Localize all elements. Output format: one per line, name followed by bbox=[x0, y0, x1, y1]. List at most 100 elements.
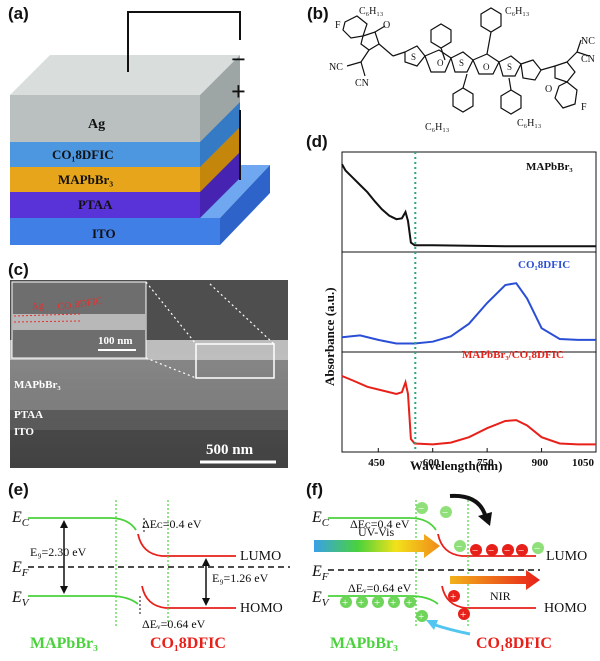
inset-label-ag: Ag bbox=[31, 300, 45, 313]
atom-f-left: F bbox=[335, 20, 341, 31]
f-mapbbr3-cb bbox=[328, 517, 437, 531]
holes-homo: + + bbox=[448, 590, 470, 621]
chart-ylabel: Absorbance (a.u.) bbox=[322, 287, 337, 386]
hole-transfer-arrow bbox=[431, 622, 471, 636]
wire-top bbox=[127, 11, 241, 72]
label-ef: EF bbox=[11, 559, 29, 579]
electrons: − − − − bbox=[416, 502, 544, 555]
chart-subplot-frame-2 bbox=[341, 351, 597, 453]
svg-text:+: + bbox=[450, 591, 456, 603]
sem-label-mapbbr3: MAPbBr₃ bbox=[14, 379, 61, 391]
panel-label-b: (b) bbox=[307, 4, 329, 23]
panel-c: (c) Ag CO₁8DFIC 100 nm MAPbBr₃ bbox=[0, 258, 300, 470]
atom-c6h13-top-left: C₆H₁₃ bbox=[359, 6, 383, 17]
svg-text:+: + bbox=[406, 597, 412, 609]
x-tick-label-0: 450 bbox=[368, 457, 385, 469]
panel-f: (f) bbox=[300, 478, 600, 656]
electron-transfer-arrow bbox=[449, 493, 488, 519]
sem-label-ptaa: PTAA bbox=[14, 409, 43, 421]
panel-e: (e) EC EF EV ΔEᴄ=0.4 eV E₉=2.30 eV E₉=1.… bbox=[0, 478, 300, 656]
series-line-0 bbox=[341, 163, 596, 248]
label-eg-mapbbr3: E₉=2.30 eV bbox=[30, 545, 87, 559]
label-mapbbr3: MAPbBr₃ bbox=[58, 172, 113, 187]
f-label-uvvis: UV-Vis bbox=[358, 525, 395, 539]
x-tick-label-2: 750 bbox=[477, 457, 494, 469]
uvvis-arrow bbox=[314, 534, 440, 558]
band-diagram-e: EC EF EV ΔEᴄ=0.4 eV E₉=2.30 eV E₉=1.26 e… bbox=[11, 500, 290, 652]
band-diagram-f: − − − − − − − − + + + + + + + + EC EF EV… bbox=[311, 493, 587, 652]
svg-text:−: − bbox=[472, 545, 478, 557]
svg-text:−: − bbox=[504, 545, 510, 557]
layer-mapbbr3 bbox=[10, 125, 240, 192]
inset-scale-bar: 100 nm bbox=[98, 335, 133, 347]
svg-text:−: − bbox=[518, 545, 524, 557]
panel-d: (d) Absorbance (a.u.) Wavelength(nm) 450… bbox=[300, 130, 600, 475]
panel-b: (b) bbox=[305, 0, 600, 140]
nir-arrow bbox=[450, 570, 540, 590]
minus-sign: − bbox=[231, 45, 246, 74]
f-label-ev: EV bbox=[311, 589, 330, 609]
label-delta-ec: ΔEᴄ=0.4 eV bbox=[142, 517, 202, 531]
atom-o-core-2: O bbox=[483, 62, 490, 72]
device-stack-diagram: − + Ag CO₁8DFIC MAPbBr₃ PTAA ITO bbox=[10, 11, 270, 245]
x-tick-label-1: 600 bbox=[423, 457, 440, 469]
f-label-ef: EF bbox=[311, 563, 329, 583]
panel-label-c: (c) bbox=[8, 260, 29, 279]
layer-co8dfic bbox=[10, 100, 240, 167]
label-ev: EV bbox=[11, 589, 30, 609]
molecular-structure: F C₆H₁₃ C₆H₁₃ O NC CN S S S O O NC CN O … bbox=[329, 6, 595, 133]
svg-text:−: − bbox=[456, 541, 462, 553]
panel-label-d: (d) bbox=[306, 132, 328, 151]
layer-ptaa bbox=[10, 150, 240, 218]
atom-c6h13-bottom-right: C₆H₁₃ bbox=[517, 118, 541, 129]
layer-ag bbox=[10, 55, 240, 142]
holes: + + + + + + bbox=[340, 596, 428, 623]
legend-mapbbr3: MAPbBr₃ bbox=[526, 161, 573, 173]
atom-nc-right: NC bbox=[581, 36, 595, 47]
mapbbr3-cb bbox=[28, 517, 137, 531]
svg-text:+: + bbox=[418, 611, 424, 623]
label-ito: ITO bbox=[92, 226, 116, 241]
f-label-ec: EC bbox=[311, 509, 330, 529]
co8dfic-lumo bbox=[137, 533, 236, 557]
chart-xlabel: Wavelength(nm) bbox=[410, 458, 502, 473]
svg-text:+: + bbox=[460, 609, 466, 621]
series-line-1 bbox=[341, 282, 596, 345]
atom-s-2: S bbox=[459, 58, 464, 68]
label-ec: EC bbox=[11, 509, 30, 529]
svg-text:−: − bbox=[534, 543, 540, 555]
label-lumo: LUMO bbox=[240, 549, 281, 564]
f-label-nir: NIR bbox=[490, 589, 511, 603]
svg-text:+: + bbox=[374, 597, 380, 609]
atom-o-right: O bbox=[545, 84, 552, 95]
x-tick-label-3: 900 bbox=[532, 457, 549, 469]
sem-cross-section-image: Ag CO₁8DFIC 100 nm MAPbBr₃ PTAA ITO 500 … bbox=[10, 280, 288, 468]
label-delta-ev: ΔEᵥ=0.64 eV bbox=[142, 617, 206, 631]
f-label-delta-ec: ΔEᴄ=0.4 eV bbox=[350, 517, 410, 531]
f-co8dfic-homo bbox=[441, 585, 536, 609]
label-material-mapbbr3: MAPbBr₃ bbox=[30, 635, 98, 652]
label-eg-co8dfic: E₉=1.26 eV bbox=[212, 571, 269, 585]
sem-label-ito: ITO bbox=[14, 426, 34, 438]
atom-s-1: S bbox=[411, 52, 416, 62]
mapbbr3-vb bbox=[28, 595, 139, 605]
legend-co8dfic: CO₁8DFIC bbox=[518, 259, 570, 271]
atom-o-core-1: O bbox=[437, 58, 444, 68]
atom-nc-left: NC bbox=[329, 62, 343, 73]
electrons-lumo: − − − − bbox=[470, 544, 528, 557]
svg-text:−: − bbox=[418, 503, 424, 515]
series-line-2 bbox=[341, 375, 596, 446]
svg-text:+: + bbox=[358, 597, 364, 609]
absorbance-chart: Absorbance (a.u.) Wavelength(nm) 450 600 7… bbox=[322, 151, 597, 473]
x-tick-label-4: 1050 bbox=[572, 457, 595, 469]
svg-text:+: + bbox=[390, 597, 396, 609]
f-label-lumo: LUMO bbox=[546, 549, 587, 564]
atom-s-3: S bbox=[507, 62, 512, 72]
label-ptaa: PTAA bbox=[78, 197, 113, 212]
atom-c6h13-top: C₆H₁₃ bbox=[505, 6, 529, 17]
panel-a: (a) − + bbox=[0, 0, 300, 255]
co8dfic-homo bbox=[141, 585, 236, 609]
f-label-material-co8dfic: CO₁8DFIC bbox=[476, 635, 552, 652]
atom-c6h13-bottom: C₆H₁₃ bbox=[425, 122, 449, 133]
f-label-homo: HOMO bbox=[544, 601, 587, 616]
